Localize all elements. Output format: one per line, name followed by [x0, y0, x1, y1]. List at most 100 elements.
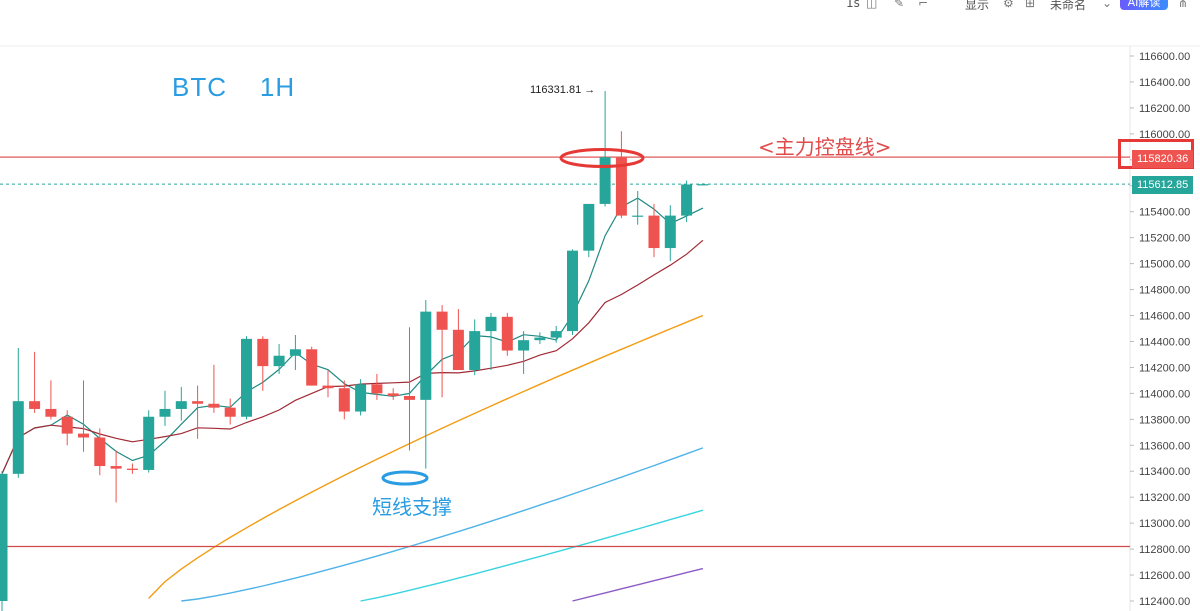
- ai-interpret-button[interactable]: AI解读: [1120, 0, 1168, 10]
- ma-purple-line: [572, 567, 704, 602]
- settings-icon[interactable]: ⚙: [1003, 0, 1014, 10]
- candle-body: [387, 393, 399, 396]
- candle-body: [0, 473, 8, 601]
- candle: [192, 385, 204, 439]
- y-tick-label: 112600.00: [1139, 570, 1190, 582]
- chart-title-annotation: BTC 1H: [172, 72, 296, 102]
- ma-cyan-line: [360, 509, 704, 602]
- ma-mid-line: [1, 239, 704, 475]
- y-tick-label: 113800.00: [1139, 414, 1190, 426]
- candle: [126, 463, 138, 474]
- y-tick-label: 113200.00: [1139, 492, 1190, 504]
- candle: [159, 390, 171, 426]
- y-tick-label: 116400.00: [1139, 77, 1190, 89]
- candle-body: [632, 215, 644, 217]
- candle-body: [241, 338, 252, 417]
- y-tick-label: 113400.00: [1139, 466, 1190, 478]
- y-tick-label: 115400.00: [1139, 207, 1190, 219]
- price-axis[interactable]: 112400.00 112600.00 112800.00 113000.00 1132…: [1130, 51, 1190, 608]
- y-tick-label: 115000.00: [1139, 259, 1190, 271]
- candle-body: [192, 401, 204, 404]
- candle-body: [273, 355, 285, 367]
- candle: [615, 131, 627, 219]
- candle-body: [371, 384, 383, 394]
- candle-body: [534, 337, 546, 341]
- candle-body: [697, 184, 709, 186]
- candle: [404, 327, 415, 451]
- candle: [94, 428, 106, 476]
- candle-body: [681, 184, 693, 216]
- candle: [289, 334, 301, 371]
- peak-price-label: 116331.81 →: [530, 84, 596, 96]
- candle-body: [599, 157, 611, 204]
- y-tick-label: 114400.00: [1139, 336, 1190, 348]
- y-tick-label: 112400.00: [1139, 596, 1190, 608]
- candle-body: [567, 250, 578, 332]
- candle: [436, 305, 448, 398]
- candle-body: [306, 349, 318, 386]
- candle: [322, 370, 334, 398]
- main-control-line-label: <主力控盘线>: [758, 135, 892, 159]
- candle-body: [583, 203, 595, 251]
- current-price-tag: 115612.85: [1132, 176, 1194, 194]
- candle-body: [355, 384, 367, 412]
- candle: [78, 380, 89, 452]
- candles[interactable]: [0, 91, 709, 611]
- candle: [0, 471, 8, 611]
- candle: [273, 344, 285, 374]
- candle-body: [257, 338, 269, 367]
- y-tick-label: 115200.00: [1139, 233, 1190, 245]
- chevron-down-icon[interactable]: ⌄: [1102, 0, 1113, 10]
- candle-body: [159, 408, 171, 417]
- short-term-support-label: 短线支撑: [372, 495, 452, 519]
- candle: [387, 388, 399, 400]
- candle: [648, 203, 660, 258]
- support-highlight-ellipse: [381, 470, 429, 486]
- toolbar: 1s ◫ ✎ ⌐ 显示 ⚙ ⊞ 未命名 ⌄ AI解读 ⋔: [0, 0, 1200, 12]
- candle: [469, 319, 481, 376]
- pencil-icon[interactable]: ✎: [894, 0, 905, 10]
- candle: [501, 312, 513, 356]
- display-button[interactable]: 显示: [965, 0, 990, 12]
- moving-averages: [1, 197, 704, 602]
- candle: [306, 346, 318, 386]
- share-icon[interactable]: ⋔: [1178, 0, 1189, 10]
- y-tick-label: 114000.00: [1139, 388, 1190, 400]
- candle-body: [664, 215, 676, 249]
- candle-body: [289, 349, 301, 356]
- candle: [175, 386, 187, 421]
- candle-body: [518, 340, 530, 351]
- candle-body: [110, 466, 122, 469]
- candle: [61, 410, 73, 446]
- candle: [371, 373, 383, 400]
- candle: [452, 309, 464, 371]
- ma-blue-line: [181, 447, 704, 602]
- interval-button[interactable]: 1s: [846, 0, 860, 10]
- candle-body: [648, 215, 660, 249]
- candle: [632, 190, 644, 225]
- y-tick-label: 114600.00: [1139, 311, 1190, 323]
- candle-body: [322, 385, 334, 389]
- layout-name-button[interactable]: 未命名: [1050, 0, 1087, 12]
- candle: [45, 380, 57, 420]
- candle: [110, 450, 122, 503]
- candle-body: [404, 395, 415, 400]
- candle-body: [45, 408, 57, 417]
- main-control-price-tag: 115820.36: [1132, 150, 1194, 168]
- candle: [664, 205, 676, 262]
- y-tick-label: 116200.00: [1139, 103, 1190, 115]
- layout-icon[interactable]: ⊞: [1025, 0, 1036, 10]
- candle-body: [12, 401, 24, 474]
- candle: [224, 398, 236, 425]
- candle: [29, 351, 41, 413]
- camera-icon[interactable]: ◫: [866, 0, 878, 10]
- candle: [208, 364, 220, 413]
- candle: [583, 203, 595, 258]
- candle: [534, 332, 546, 345]
- peak-highlight-ellipse: [559, 148, 645, 168]
- hand-drawn-marks: [381, 148, 645, 486]
- undo-icon[interactable]: ⌐: [918, 0, 929, 10]
- candle: [681, 180, 693, 223]
- candle: [518, 331, 530, 374]
